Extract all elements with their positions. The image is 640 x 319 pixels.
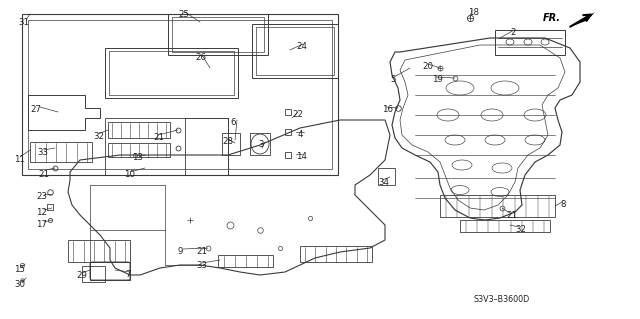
Text: 30: 30 [14,280,25,289]
Text: 33: 33 [37,148,48,157]
Text: 4: 4 [298,130,303,139]
Text: 22: 22 [292,110,303,119]
Text: 34: 34 [378,178,389,187]
Text: 21: 21 [38,170,49,179]
Text: 12: 12 [36,208,47,217]
Text: 18: 18 [468,8,479,17]
Text: 21: 21 [196,247,207,256]
Text: 19: 19 [432,75,443,84]
Text: 21: 21 [153,133,164,142]
Text: FR.: FR. [543,13,561,23]
Text: 27: 27 [30,105,41,114]
Text: 16: 16 [382,105,393,114]
Text: 10: 10 [124,170,135,179]
Text: 32: 32 [515,225,526,234]
Text: 7: 7 [125,270,131,279]
Text: 25: 25 [178,10,189,19]
Text: S3V3–B3600D: S3V3–B3600D [474,295,531,304]
Text: 21: 21 [506,211,517,220]
Text: 3: 3 [258,140,264,149]
Text: 32: 32 [93,132,104,141]
Text: 14: 14 [296,152,307,161]
Text: 24: 24 [296,42,307,51]
Text: 11: 11 [14,155,25,164]
Text: 13: 13 [132,153,143,162]
Text: 33: 33 [196,261,207,270]
Text: 15: 15 [14,265,25,274]
Text: 9: 9 [178,247,184,256]
Text: 26: 26 [195,53,206,62]
Text: 28: 28 [222,137,233,146]
Text: 2: 2 [510,28,515,37]
Text: 29: 29 [76,271,87,280]
Text: 23: 23 [36,192,47,201]
Text: 6: 6 [230,118,236,127]
Text: 17: 17 [36,220,47,229]
Text: 5: 5 [390,75,396,84]
Text: 31: 31 [18,18,29,27]
Text: 8: 8 [560,200,566,209]
Polygon shape [568,12,595,28]
Text: 20: 20 [422,62,433,71]
